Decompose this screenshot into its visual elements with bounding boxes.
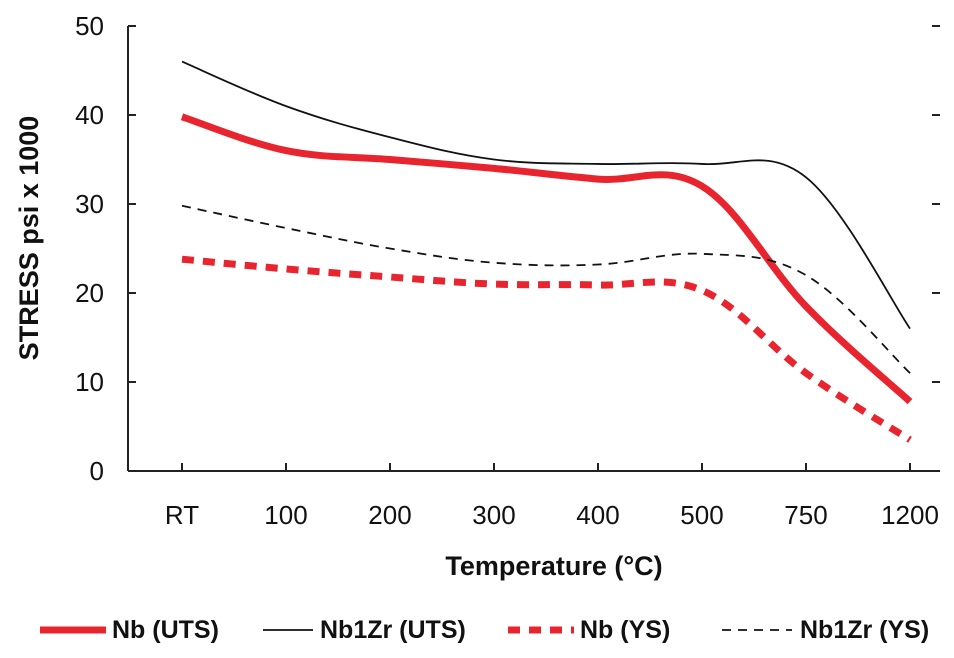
x-tick-label: 500 — [680, 500, 723, 530]
y-tick-label: 0 — [90, 456, 104, 486]
y-tick-label: 50 — [75, 11, 104, 41]
y-tick-label: 10 — [75, 367, 104, 397]
series-line-1 — [181, 60, 911, 330]
x-tick-label: 100 — [264, 500, 307, 530]
x-axis-title: Temperature (°C) — [445, 551, 662, 581]
chart-axes: 0 10 20 30 40 50 RT 100 200 300 400 500 750 1200 — [75, 11, 940, 530]
y-tick-label: 40 — [75, 100, 104, 130]
y-tick-label: 30 — [75, 189, 104, 219]
x-tick-label: 200 — [368, 500, 411, 530]
series-line-0 — [180, 113, 913, 405]
x-tick-label: 400 — [576, 500, 619, 530]
legend-label-3: Nb1Zr (YS) — [800, 616, 929, 644]
x-tick-label: 300 — [472, 500, 515, 530]
chart-series — [180, 60, 913, 443]
legend-label-0: Nb (UTS) — [112, 616, 219, 644]
y-tick-label: 20 — [75, 278, 104, 308]
x-tick-label: 750 — [784, 500, 827, 530]
x-tick-label: 1200 — [881, 500, 939, 530]
series-line-3 — [181, 204, 911, 374]
x-tick-label: RT — [165, 500, 199, 530]
chart-legend: Nb (UTS) Nb1Zr (UTS) Nb (YS) Nb1Zr (YS) — [40, 616, 929, 644]
legend-label-2: Nb (YS) — [580, 616, 670, 644]
series-line-2 — [181, 255, 912, 443]
y-axis-title: STRESS psi x 1000 — [14, 116, 44, 361]
legend-label-1: Nb1Zr (UTS) — [320, 616, 466, 644]
